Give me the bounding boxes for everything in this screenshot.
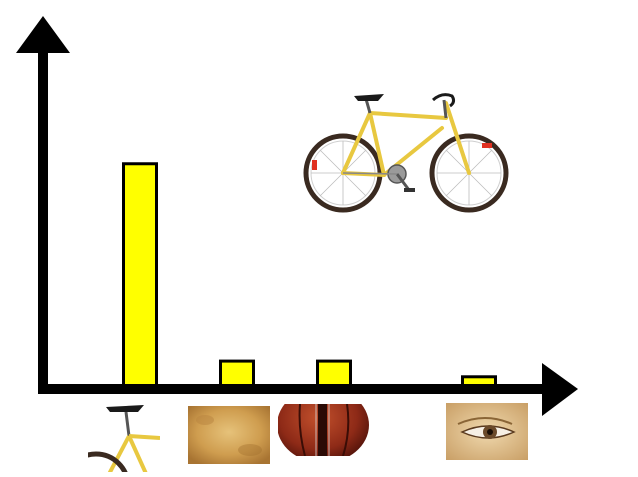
bar-violin <box>316 359 352 390</box>
tick-image-bicycle <box>88 405 160 472</box>
bicycle-icon <box>303 93 509 213</box>
x-axis <box>38 363 578 416</box>
y-axis <box>16 16 70 392</box>
tick-image-eye <box>446 403 528 460</box>
tick-image-violin <box>278 404 369 456</box>
bars-group <box>122 162 497 390</box>
bar-texture <box>219 359 255 390</box>
tick-image-texture <box>188 406 270 464</box>
bar-bicycle <box>122 162 158 390</box>
